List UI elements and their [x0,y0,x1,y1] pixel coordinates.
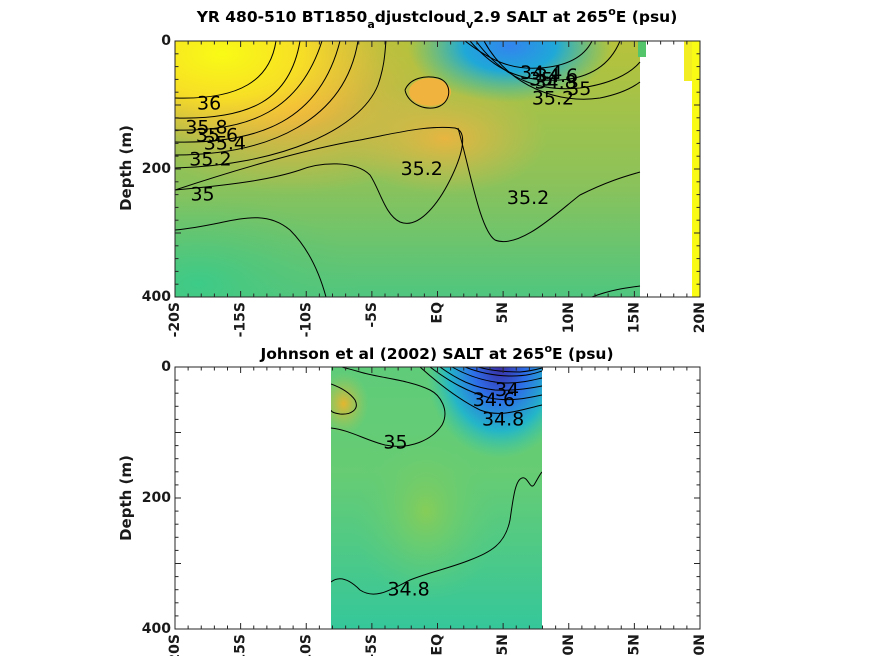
x-tick-label: -10S [298,302,314,337]
panel-1-title: YR 480-510 BT1850adjustcloudv2.9 SALT at… [196,5,678,31]
contour-label: 35 [567,78,591,100]
panel-1-x-tick-labels: -20S -15S -10S -5S EQ 5N 10N 15N 20N [167,302,708,337]
contour-label: 34.6 [473,389,515,411]
y-tick-label: 200 [142,161,171,177]
panel-1-colorfield [175,41,700,297]
x-tick-label: -5S [364,302,380,328]
panel-1-y-axis-label: Depth (m) [117,125,135,211]
contour-label: 35.8 [185,116,227,138]
contour-label: 34.4 [520,62,562,84]
y-tick-label: 0 [161,33,171,49]
panel-2-contours [331,367,542,595]
panel-2-title: Johnson et al (2002) SALT at 265oE (psu) [259,342,613,363]
panel-1-y-tick-labels: 0 200 400 [142,33,171,305]
contour-label: 34 [495,379,519,401]
y-tick-label: 400 [142,621,171,637]
panel-2-colorfield [331,367,542,629]
contour-label: 35.4 [204,132,246,154]
x-tick-label: 15N [626,302,642,333]
y-tick-label: 400 [142,289,171,305]
x-tick-label: EQ [430,302,446,324]
contour-label: 35.2 [189,148,231,170]
panel-2-y-ticks [175,366,700,630]
panel-2-x-ticks [174,367,701,629]
contour-label: 34.6 [536,65,578,87]
contour-label: 34.8 [534,72,576,94]
y-tick-label: 0 [161,359,171,375]
x-tick-label: 10N [561,302,577,333]
panel-1-y-ticks [175,40,700,298]
contour-label: 35 [529,68,553,90]
x-tick-label: EQ [430,634,446,656]
contour-label: 35.2 [401,158,443,180]
x-tick-label: -20S [167,302,183,337]
x-tick-label: -15S [233,302,249,337]
contour-label: 34.8 [482,408,524,430]
panel-1-x-ticks [174,41,701,297]
contour-label: 35.2 [532,88,574,110]
panel-2: Johnson et al (2002) SALT at 265oE (psu)… [117,342,708,656]
contour-label: 35.2 [507,187,549,209]
panel-2-y-tick-labels: 0 200 400 [142,359,171,637]
x-tick-label: -15S [233,634,249,656]
x-tick-label: 15N [626,634,642,656]
x-tick-label: -10S [298,634,314,656]
y-tick-label: 200 [142,490,171,506]
x-tick-label: 5N [495,302,511,323]
contour-label: 34.8 [387,579,429,601]
x-tick-label: 20N [692,634,708,656]
x-tick-label: 5N [495,634,511,655]
panel-2-x-tick-labels: -20S -15S -10S -5S EQ 5N 10N 15N 20N [167,634,708,656]
panel-2-y-axis-label: Depth (m) [117,455,135,541]
contour-label: 35 [190,184,214,206]
x-tick-label: -20S [167,634,183,656]
contour-label: 35 [383,431,407,453]
panel-1-contour-labels: 3635.835.635.435.23535.235.234.434.63534… [185,62,591,209]
contour-label: 36 [197,93,221,115]
x-tick-label: 10N [561,634,577,656]
panel-1: YR 480-510 BT1850adjustcloudv2.9 SALT at… [117,5,708,337]
x-tick-label: 20N [692,302,708,333]
x-tick-label: -5S [364,634,380,656]
contour-label: 35.6 [196,125,238,147]
panel-1-contours [175,41,641,297]
